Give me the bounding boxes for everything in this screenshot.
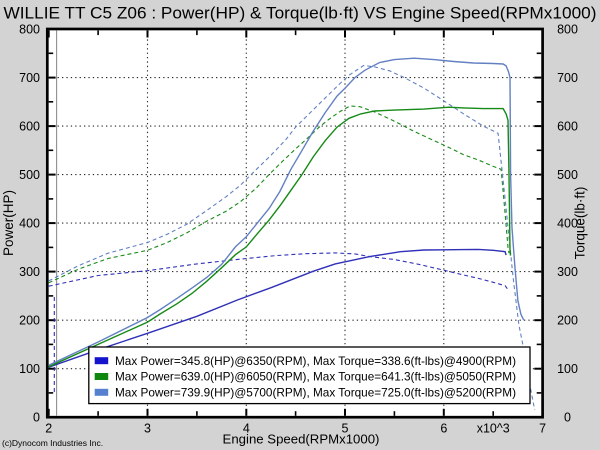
svg-text:700: 700: [557, 71, 578, 85]
svg-text:Power(HP): Power(HP): [1, 190, 16, 256]
svg-text:200: 200: [19, 314, 40, 328]
svg-text:0: 0: [33, 411, 40, 425]
svg-text:700: 700: [19, 71, 40, 85]
svg-text:Max Power=345.8(HP)@6350(RPM),: Max Power=345.8(HP)@6350(RPM), Max Torqu…: [115, 355, 516, 368]
svg-text:5: 5: [342, 422, 349, 436]
svg-text:400: 400: [557, 217, 578, 231]
svg-text:WILLIE TT C5 Z06 : Power(HP) &: WILLIE TT C5 Z06 : Power(HP) & Torque(lb…: [4, 5, 597, 23]
svg-text:300: 300: [19, 265, 40, 279]
svg-text:400: 400: [19, 217, 40, 231]
svg-text:200: 200: [557, 314, 578, 328]
svg-text:7: 7: [539, 422, 546, 436]
svg-text:500: 500: [19, 168, 40, 182]
svg-text:Torque(lb·ft): Torque(lb·ft): [573, 187, 588, 260]
svg-text:300: 300: [557, 265, 578, 279]
svg-text:600: 600: [557, 120, 578, 134]
svg-text:100: 100: [19, 362, 40, 376]
svg-text:Max Power=739.9(HP)@5700(RPM),: Max Power=739.9(HP)@5700(RPM), Max Torqu…: [115, 386, 516, 399]
svg-text:Engine Speed(RPMx1000): Engine Speed(RPMx1000): [223, 432, 380, 447]
svg-text:(c)Dynocom Industries Inc.: (c)Dynocom Industries Inc.: [2, 438, 103, 448]
svg-text:0: 0: [564, 411, 571, 425]
svg-text:4: 4: [243, 422, 250, 436]
svg-text:x10^3: x10^3: [477, 422, 510, 436]
svg-text:500: 500: [557, 168, 578, 182]
svg-text:3: 3: [144, 422, 151, 436]
svg-text:800: 800: [19, 22, 40, 36]
svg-text:6: 6: [440, 422, 447, 436]
svg-text:600: 600: [19, 120, 40, 134]
svg-text:800: 800: [557, 22, 578, 36]
svg-text:2: 2: [45, 422, 52, 436]
svg-text:100: 100: [557, 362, 578, 376]
svg-text:Max Power=639.0(HP)@6050(RPM),: Max Power=639.0(HP)@6050(RPM), Max Torqu…: [115, 371, 516, 384]
